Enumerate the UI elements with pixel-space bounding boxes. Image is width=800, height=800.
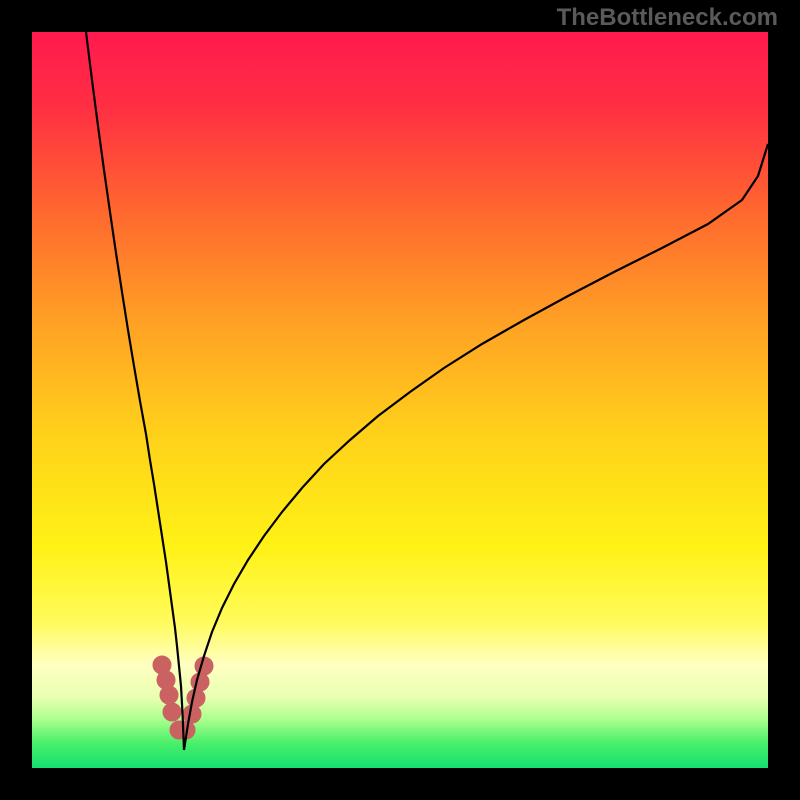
highlight-dot	[163, 703, 181, 721]
highlight-dot	[160, 686, 178, 704]
plot-svg	[32, 32, 768, 768]
chart-frame: TheBottleneck.com	[0, 0, 800, 800]
highlight-dot	[191, 673, 209, 691]
highlight-dot	[187, 689, 205, 707]
plot-area	[32, 32, 768, 768]
watermark-text: TheBottleneck.com	[557, 4, 778, 32]
